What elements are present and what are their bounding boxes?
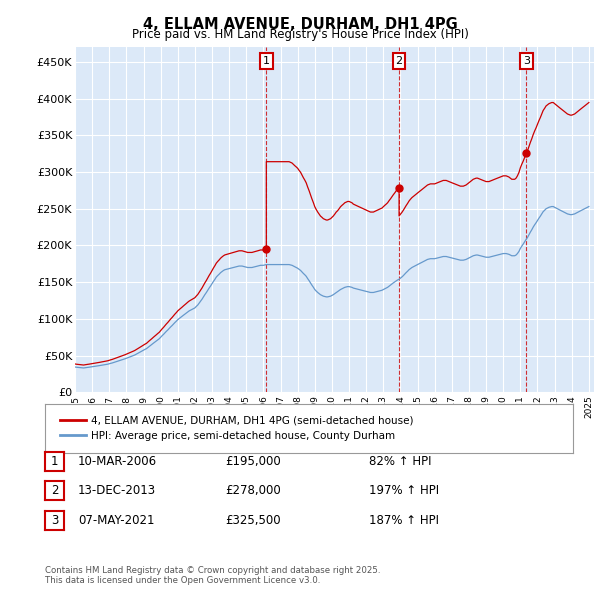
Text: 13-DEC-2013: 13-DEC-2013	[78, 484, 156, 497]
Text: 197% ↑ HPI: 197% ↑ HPI	[369, 484, 439, 497]
Text: Contains HM Land Registry data © Crown copyright and database right 2025.
This d: Contains HM Land Registry data © Crown c…	[45, 566, 380, 585]
Text: 187% ↑ HPI: 187% ↑ HPI	[369, 514, 439, 527]
Text: 2: 2	[51, 484, 58, 497]
Text: £325,500: £325,500	[225, 514, 281, 527]
Text: Price paid vs. HM Land Registry's House Price Index (HPI): Price paid vs. HM Land Registry's House …	[131, 28, 469, 41]
Text: 4, ELLAM AVENUE, DURHAM, DH1 4PG: 4, ELLAM AVENUE, DURHAM, DH1 4PG	[143, 17, 457, 31]
Text: 1: 1	[51, 455, 58, 468]
Text: 82% ↑ HPI: 82% ↑ HPI	[369, 455, 431, 468]
Text: 3: 3	[51, 514, 58, 527]
Text: 1: 1	[263, 56, 270, 66]
Text: 10-MAR-2006: 10-MAR-2006	[78, 455, 157, 468]
Text: 3: 3	[523, 56, 530, 66]
Text: 07-MAY-2021: 07-MAY-2021	[78, 514, 155, 527]
Text: £278,000: £278,000	[225, 484, 281, 497]
Text: £195,000: £195,000	[225, 455, 281, 468]
Text: 2: 2	[395, 56, 403, 66]
Legend: 4, ELLAM AVENUE, DURHAM, DH1 4PG (semi-detached house), HPI: Average price, semi: 4, ELLAM AVENUE, DURHAM, DH1 4PG (semi-d…	[55, 412, 418, 445]
